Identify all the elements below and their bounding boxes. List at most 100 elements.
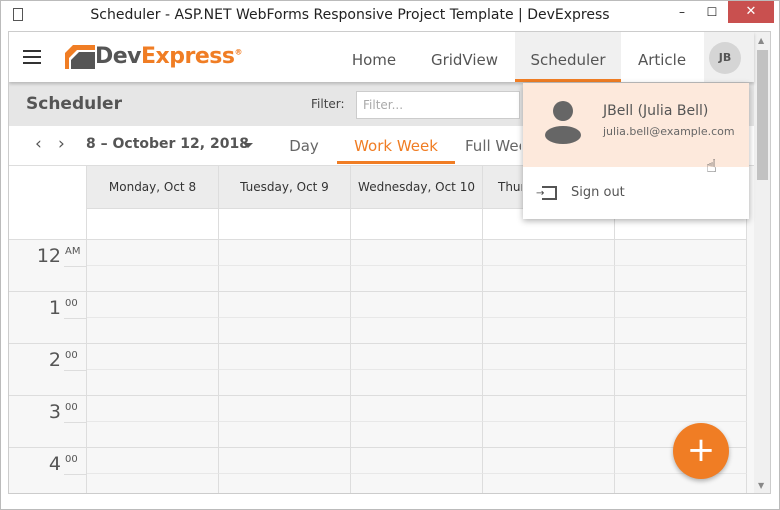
time-slot[interactable] [219,240,351,266]
nav-home[interactable]: Home [351,51,397,69]
time-slot[interactable] [615,292,747,318]
time-slot[interactable] [483,370,615,396]
day-header[interactable]: Wednesday, Oct 10 [351,166,483,209]
time-slot[interactable] [219,448,351,474]
day-header-visible-part: Thursday, Oct 11 [483,166,522,208]
time-slot[interactable] [483,292,615,318]
minute-label: 00 [65,402,78,413]
time-slot[interactable] [219,266,351,292]
document-icon [13,8,23,21]
time-slot[interactable] [615,240,747,266]
chevron-down-icon[interactable] [243,143,253,153]
filter-input[interactable]: Filter... [356,91,520,119]
time-slot[interactable] [351,474,483,493]
all-day-cell[interactable] [87,209,219,240]
time-slot[interactable] [615,396,747,422]
user-menu: JBell (Julia Bell) julia.bell@example.co… [523,83,749,219]
tab-full-week-container[interactable]: Full Week [465,126,521,164]
time-slot[interactable] [351,396,483,422]
maximize-button[interactable]: ☐ [706,5,718,19]
time-slot[interactable] [615,474,747,493]
sign-out-button[interactable]: → Sign out [523,167,749,219]
close-button[interactable]: ✕ [728,1,774,23]
all-day-cell[interactable] [351,209,483,240]
time-slot[interactable] [615,370,747,396]
half-hour-line [64,422,87,423]
time-slot[interactable] [87,370,219,396]
time-slot[interactable] [351,344,483,370]
time-slot[interactable] [483,474,615,493]
scroll-down-icon[interactable]: ▼ [758,481,765,490]
time-slot[interactable] [483,448,615,474]
header: DevExpress® Home GridView Scheduler Arti… [9,32,754,82]
avatar[interactable]: JB [709,42,741,74]
time-slot[interactable] [87,474,219,493]
time-slot[interactable] [87,266,219,292]
time-slot[interactable] [483,396,615,422]
time-slot[interactable] [87,292,219,318]
half-hour-line [64,370,87,371]
minute-label: 00 [65,350,78,361]
nav-article[interactable]: Article [637,51,687,69]
title-bar: Scheduler - ASP.NET WebForms Responsive … [1,1,779,31]
hamburger-menu-icon[interactable] [23,50,41,64]
user-info[interactable]: JBell (Julia Bell) julia.bell@example.co… [523,83,749,167]
nav-gridview[interactable]: GridView [430,51,499,69]
time-slot[interactable] [483,266,615,292]
time-slot[interactable] [615,344,747,370]
time-slot[interactable] [351,266,483,292]
day-header-label: Thursday, Oct 11 [498,180,522,194]
time-slot[interactable] [219,422,351,448]
hour-label: 12 [36,245,61,267]
hour-label: 4 [48,453,61,475]
time-slot[interactable] [483,344,615,370]
half-hour-line [64,474,87,475]
time-slot[interactable] [219,396,351,422]
day-header[interactable]: Tuesday, Oct 9 [219,166,351,209]
time-slot[interactable] [219,370,351,396]
time-slot[interactable] [615,448,747,474]
all-day-cell[interactable] [219,209,351,240]
time-slot[interactable] [219,344,351,370]
next-icon[interactable]: › [58,134,65,154]
time-slot[interactable] [87,448,219,474]
time-slot[interactable] [351,292,483,318]
time-slot[interactable] [351,422,483,448]
scrollbar[interactable]: ▲ ▼ [754,32,770,493]
time-header-corner [9,166,87,240]
tab-work-week[interactable]: Work Week [337,126,455,164]
time-slot[interactable] [219,474,351,493]
user-icon [553,101,573,121]
day-header[interactable]: Monday, Oct 8 [87,166,219,209]
minute-label: 00 [65,454,78,465]
time-slot[interactable] [87,318,219,344]
time-slot[interactable] [351,240,483,266]
half-hour-line [64,266,87,267]
time-slot[interactable] [219,292,351,318]
time-slot[interactable] [483,318,615,344]
time-slot[interactable] [87,344,219,370]
nav-scheduler[interactable]: Scheduler [515,32,621,82]
time-slot[interactable] [615,266,747,292]
time-slot[interactable] [87,396,219,422]
scrollbar-thumb[interactable] [757,50,768,180]
tab-full-week[interactable]: Full Week [465,137,521,155]
time-slot[interactable] [87,422,219,448]
logo-mark: ® [234,47,242,57]
time-slot[interactable] [351,448,483,474]
add-appointment-button[interactable]: + [673,423,729,479]
time-slot[interactable] [351,370,483,396]
minimize-button[interactable]: – [679,5,685,19]
time-slot[interactable] [483,240,615,266]
prev-icon[interactable]: ‹ [35,134,42,154]
time-slot[interactable] [219,318,351,344]
minute-label: 00 [65,298,78,309]
time-slot[interactable] [615,318,747,344]
scroll-up-icon[interactable]: ▲ [758,36,765,45]
tab-day[interactable]: Day [289,137,319,155]
date-range[interactable]: 8 – October 12, 2018 [86,136,249,152]
time-slot[interactable] [483,422,615,448]
time-slot[interactable] [351,318,483,344]
time-slot[interactable] [87,240,219,266]
